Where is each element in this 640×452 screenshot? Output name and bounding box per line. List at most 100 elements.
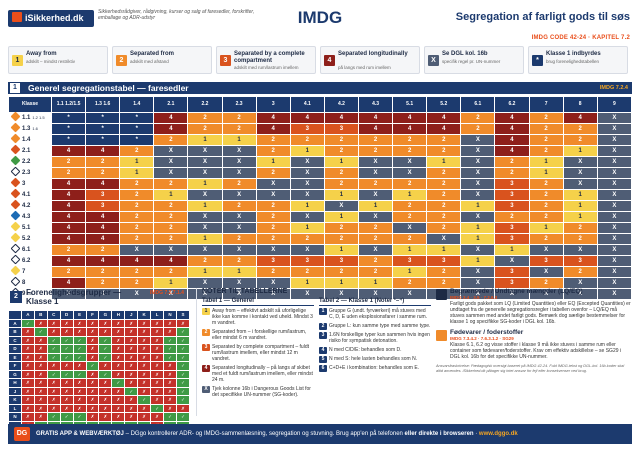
matrix-cell[interactable]: X — [222, 289, 256, 299]
matrix-cell[interactable]: 4 — [256, 113, 290, 123]
compat-cell[interactable]: ✓ — [60, 336, 73, 344]
compat-cell[interactable]: ✗ — [112, 328, 125, 336]
matrix-cell[interactable]: X — [597, 179, 631, 189]
compat-cell[interactable]: ✗ — [34, 370, 47, 378]
matrix-cell[interactable]: X — [358, 212, 393, 222]
matrix-cell[interactable]: 1 — [324, 278, 358, 288]
matrix-cell[interactable]: 2 — [154, 212, 188, 222]
matrix-cell[interactable]: 2 — [86, 168, 120, 178]
matrix-cell[interactable]: 4 — [358, 113, 393, 123]
matrix-cell[interactable]: 2 — [120, 234, 154, 244]
compat-cell[interactable]: ✗ — [151, 362, 164, 370]
matrix-cell[interactable]: 2 — [563, 234, 597, 244]
matrix-cell[interactable]: 2 — [529, 278, 563, 288]
matrix-cell[interactable]: * — [86, 135, 120, 145]
compat-cell[interactable]: ✗ — [125, 362, 138, 370]
matrix-cell[interactable]: 2 — [427, 212, 461, 222]
matrix-cell[interactable]: 2 — [222, 113, 256, 123]
matrix-cell[interactable]: 1 — [188, 135, 222, 145]
matrix-cell[interactable]: 1 — [563, 146, 597, 156]
matrix-cell[interactable]: X — [324, 289, 358, 299]
matrix-cell[interactable]: X — [256, 278, 290, 288]
matrix-cell[interactable]: X — [597, 146, 631, 156]
matrix-cell[interactable]: X — [597, 190, 631, 200]
matrix-cell[interactable]: X — [290, 168, 324, 178]
matrix-cell[interactable]: 2 — [529, 179, 563, 189]
compat-cell[interactable]: ✗ — [86, 404, 99, 412]
matrix-cell[interactable]: 4 — [52, 212, 86, 222]
matrix-cell[interactable]: * — [52, 113, 86, 123]
matrix-cell[interactable]: 4 — [154, 113, 188, 123]
matrix-cell[interactable]: 1 — [188, 234, 222, 244]
matrix-cell[interactable]: 3 — [563, 256, 597, 266]
matrix-cell[interactable]: 3 — [495, 278, 529, 288]
matrix-cell[interactable]: 1 — [563, 201, 597, 211]
matrix-cell[interactable]: 3 — [427, 256, 461, 266]
compat-cell[interactable]: ✗ — [112, 353, 125, 361]
compat-cell[interactable]: ✓ — [138, 396, 151, 404]
matrix-cell[interactable]: 2 — [120, 146, 154, 156]
compat-cell[interactable]: ✗ — [138, 328, 151, 336]
matrix-cell[interactable]: 4 — [290, 113, 324, 123]
matrix-cell[interactable]: X — [154, 146, 188, 156]
matrix-cell[interactable]: X — [461, 146, 495, 156]
matrix-cell[interactable]: 2 — [529, 146, 563, 156]
matrix-cell[interactable]: 2 — [154, 267, 188, 277]
matrix-cell[interactable]: 2 — [563, 223, 597, 233]
compat-cell[interactable]: ✗ — [138, 353, 151, 361]
matrix-cell[interactable]: 2 — [188, 256, 222, 266]
matrix-cell[interactable]: 3 — [86, 201, 120, 211]
matrix-cell[interactable]: 2 — [427, 146, 461, 156]
matrix-cell[interactable]: 1 — [529, 223, 563, 233]
matrix-cell[interactable]: 2 — [188, 124, 222, 134]
matrix-cell[interactable]: 2 — [188, 113, 222, 123]
matrix-cell[interactable]: 2 — [256, 146, 290, 156]
compat-cell[interactable]: ✗ — [60, 328, 73, 336]
compat-cell[interactable]: ✗ — [112, 319, 125, 327]
matrix-cell[interactable]: 4 — [86, 179, 120, 189]
matrix-cell[interactable]: 1 — [188, 179, 222, 189]
compat-cell[interactable]: ✗ — [112, 387, 125, 395]
matrix-cell[interactable]: 3 — [324, 256, 358, 266]
compat-cell[interactable]: ✗ — [112, 396, 125, 404]
matrix-cell[interactable]: 4 — [495, 135, 529, 145]
compat-cell[interactable]: ✗ — [47, 362, 60, 370]
matrix-cell[interactable]: X — [290, 289, 324, 299]
matrix-cell[interactable]: X — [358, 168, 393, 178]
compat-cell[interactable]: ✗ — [34, 379, 47, 387]
compat-cell[interactable]: ✗ — [21, 336, 34, 344]
compat-cell[interactable]: ✗ — [125, 336, 138, 344]
matrix-cell[interactable]: 1 — [222, 135, 256, 145]
compat-cell[interactable]: ✓ — [176, 353, 189, 361]
matrix-cell[interactable]: 1 — [427, 245, 461, 255]
matrix-cell[interactable]: X — [461, 157, 495, 167]
compat-cell[interactable]: ✗ — [151, 396, 164, 404]
matrix-cell[interactable]: 2 — [358, 234, 393, 244]
compat-cell[interactable]: ✓ — [73, 345, 86, 353]
compat-cell[interactable]: ✗ — [164, 328, 176, 336]
footer-link[interactable]: www.dggo.dk — [478, 431, 518, 437]
compat-cell[interactable]: ✗ — [47, 328, 60, 336]
matrix-cell[interactable]: X — [529, 245, 563, 255]
matrix-cell[interactable]: 2 — [324, 168, 358, 178]
matrix-cell[interactable]: X — [563, 245, 597, 255]
compat-cell[interactable]: ✗ — [112, 413, 125, 421]
matrix-cell[interactable]: 1 — [290, 146, 324, 156]
matrix-cell[interactable]: 1 — [563, 212, 597, 222]
matrix-cell[interactable]: 2 — [358, 135, 393, 145]
compat-cell[interactable]: ✗ — [86, 413, 99, 421]
matrix-cell[interactable]: 1 — [393, 267, 427, 277]
matrix-cell[interactable]: 2 — [52, 267, 86, 277]
matrix-cell[interactable]: 2 — [324, 179, 358, 189]
matrix-cell[interactable]: 2 — [461, 124, 495, 134]
matrix-cell[interactable]: 2 — [222, 234, 256, 244]
matrix-cell[interactable]: 3 — [495, 223, 529, 233]
compat-cell[interactable]: ✓ — [112, 379, 125, 387]
matrix-cell[interactable]: 1 — [154, 278, 188, 288]
matrix-cell[interactable]: 1 — [324, 212, 358, 222]
matrix-cell[interactable]: X — [393, 157, 427, 167]
compat-cell[interactable]: ✓ — [176, 336, 189, 344]
matrix-cell[interactable]: 1 — [222, 267, 256, 277]
compat-cell[interactable]: ✗ — [164, 404, 176, 412]
matrix-cell[interactable]: 2 — [324, 223, 358, 233]
